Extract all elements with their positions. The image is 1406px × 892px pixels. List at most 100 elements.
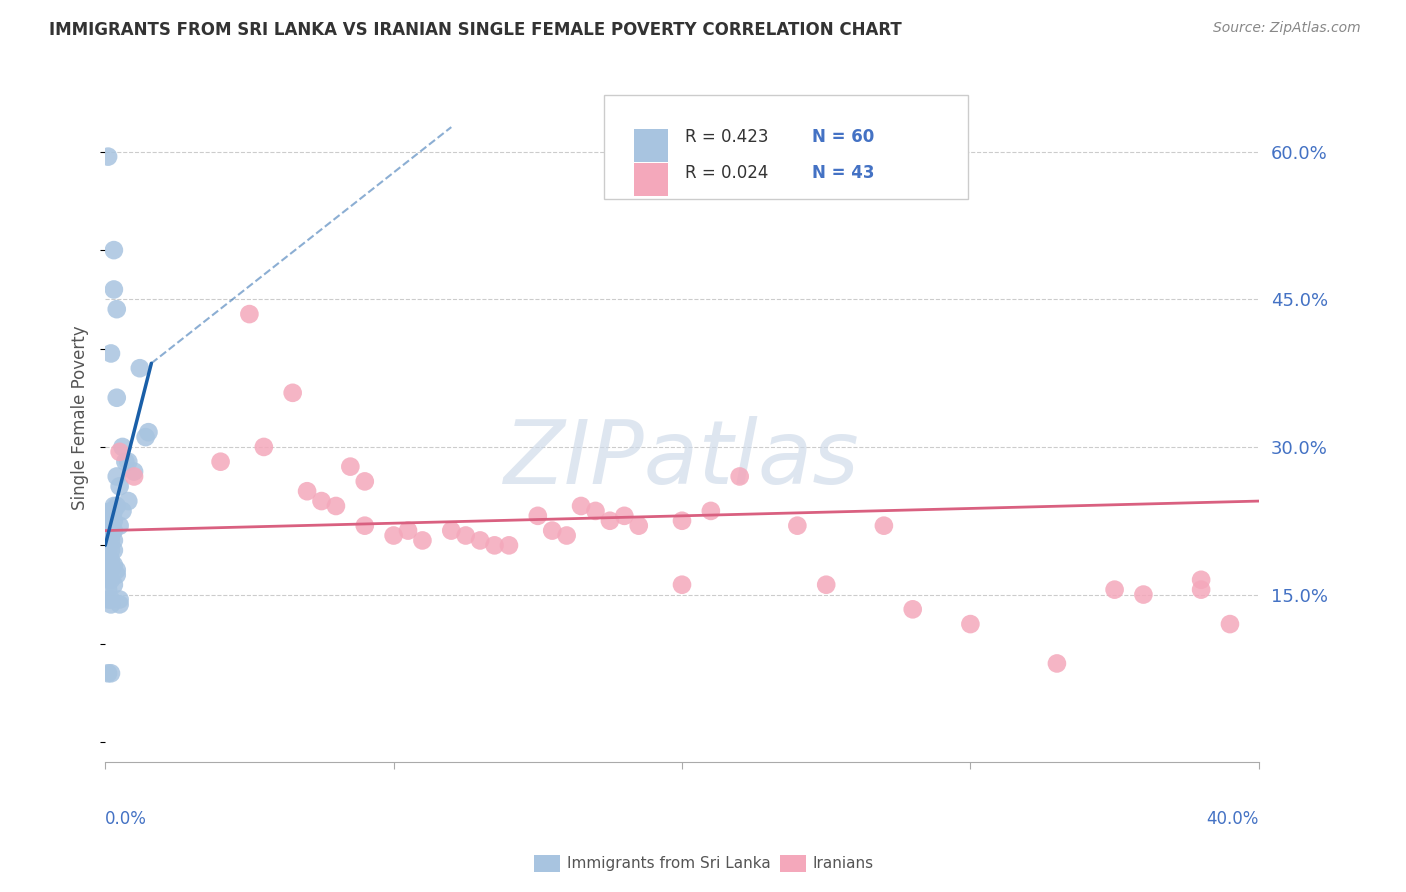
Point: [815, 578, 838, 592]
Point: [97, 582, 120, 597]
Point: [1189, 582, 1212, 597]
Point: [111, 440, 134, 454]
Point: [613, 508, 636, 523]
Point: [114, 455, 136, 469]
Point: [468, 533, 491, 548]
Point: [100, 528, 122, 542]
Point: [105, 391, 128, 405]
Point: [484, 538, 506, 552]
Point: [97, 543, 120, 558]
Point: [103, 543, 125, 558]
Point: [311, 494, 333, 508]
Point: [103, 243, 125, 257]
Point: [454, 528, 477, 542]
Point: [100, 504, 122, 518]
Point: [97, 553, 120, 567]
Point: [105, 563, 128, 577]
Point: [103, 578, 125, 592]
Point: [97, 567, 120, 582]
Point: [440, 524, 463, 538]
Point: [100, 533, 122, 548]
Point: [105, 302, 128, 317]
Point: [901, 602, 924, 616]
Point: [339, 459, 361, 474]
Point: [100, 543, 122, 558]
Point: [209, 455, 232, 469]
Point: [108, 518, 131, 533]
Point: [97, 150, 120, 164]
Point: [353, 518, 375, 533]
Text: Immigrants from Sri Lanka: Immigrants from Sri Lanka: [567, 856, 770, 871]
Point: [959, 617, 981, 632]
Point: [281, 385, 304, 400]
Point: [569, 499, 592, 513]
Point: [100, 563, 122, 577]
Point: [253, 440, 276, 454]
Point: [111, 504, 134, 518]
Point: [555, 528, 578, 542]
Point: [117, 455, 139, 469]
Point: [97, 666, 120, 681]
Point: [498, 538, 520, 552]
Point: [97, 518, 120, 533]
Text: Source: ZipAtlas.com: Source: ZipAtlas.com: [1213, 21, 1361, 36]
Point: [382, 528, 405, 542]
Text: N = 60: N = 60: [813, 128, 875, 146]
Point: [627, 518, 650, 533]
Point: [105, 567, 128, 582]
Text: Iranians: Iranians: [813, 856, 873, 871]
Point: [103, 499, 125, 513]
Point: [100, 666, 122, 681]
Point: [671, 514, 693, 528]
Point: [108, 592, 131, 607]
Point: [100, 518, 122, 533]
Point: [97, 524, 120, 538]
Point: [100, 346, 122, 360]
Point: [117, 494, 139, 508]
Point: [100, 598, 122, 612]
Point: [135, 430, 157, 444]
Point: [238, 307, 260, 321]
Point: [97, 553, 120, 567]
Point: [108, 479, 131, 493]
Text: N = 43: N = 43: [813, 164, 875, 182]
Text: R = 0.423: R = 0.423: [686, 128, 769, 146]
Point: [728, 469, 751, 483]
Point: [396, 524, 419, 538]
Point: [138, 425, 160, 440]
Point: [873, 518, 896, 533]
Point: [103, 514, 125, 528]
Point: [103, 558, 125, 572]
Point: [105, 499, 128, 513]
Bar: [634, 128, 668, 161]
Point: [97, 528, 120, 542]
Point: [1132, 588, 1154, 602]
Point: [1219, 617, 1241, 632]
Point: [700, 504, 723, 518]
Point: [103, 504, 125, 518]
Text: IMMIGRANTS FROM SRI LANKA VS IRANIAN SINGLE FEMALE POVERTY CORRELATION CHART: IMMIGRANTS FROM SRI LANKA VS IRANIAN SIN…: [49, 21, 903, 39]
Point: [100, 573, 122, 587]
Point: [97, 538, 120, 552]
Point: [105, 469, 128, 483]
Point: [325, 499, 347, 513]
Point: [353, 475, 375, 489]
FancyBboxPatch shape: [603, 95, 969, 199]
Point: [108, 445, 131, 459]
Point: [100, 558, 122, 572]
Point: [97, 563, 120, 577]
Point: [103, 283, 125, 297]
Point: [1189, 573, 1212, 587]
Point: [97, 592, 120, 607]
Point: [411, 533, 433, 548]
Point: [128, 361, 150, 376]
Point: [527, 508, 550, 523]
Point: [295, 484, 318, 499]
Point: [1104, 582, 1126, 597]
Point: [100, 558, 122, 572]
Point: [100, 553, 122, 567]
Point: [100, 508, 122, 523]
Text: 0.0%: 0.0%: [105, 810, 148, 828]
Text: ZIPatlas: ZIPatlas: [505, 416, 860, 502]
Point: [97, 514, 120, 528]
